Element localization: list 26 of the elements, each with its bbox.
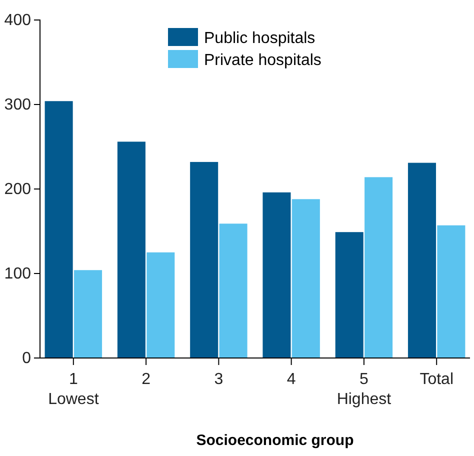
- y-tick-label: 400: [4, 12, 32, 30]
- x-tick-label: 2: [142, 371, 151, 388]
- x-tick-label: 1 Lowest: [48, 371, 100, 408]
- x-tick-label: 4: [286, 371, 296, 388]
- x-tick-label: Total: [420, 371, 454, 388]
- legend-label: Public hospitals: [204, 30, 316, 47]
- legend-label: Private hospitals: [204, 52, 322, 69]
- bar: [437, 225, 466, 358]
- bar: [292, 199, 320, 358]
- x-axis-title: Socioeconomic group: [196, 432, 354, 449]
- bar: [74, 270, 102, 358]
- y-tick-label: 100: [4, 266, 32, 283]
- bar: [408, 162, 436, 358]
- y-tick-label: 0: [22, 350, 32, 368]
- bar: [117, 142, 146, 358]
- bar: [364, 177, 393, 358]
- bar: [146, 252, 175, 358]
- y-tick-label: 300: [4, 96, 32, 114]
- x-tick-label: 3: [214, 371, 224, 388]
- y-tick-label: 200: [4, 181, 32, 198]
- bar: [44, 101, 73, 358]
- bar: [219, 224, 248, 358]
- bar: [190, 162, 218, 358]
- bar: [335, 232, 364, 358]
- bar: [262, 192, 291, 358]
- x-tick-label: 5 Highest: [336, 371, 392, 408]
